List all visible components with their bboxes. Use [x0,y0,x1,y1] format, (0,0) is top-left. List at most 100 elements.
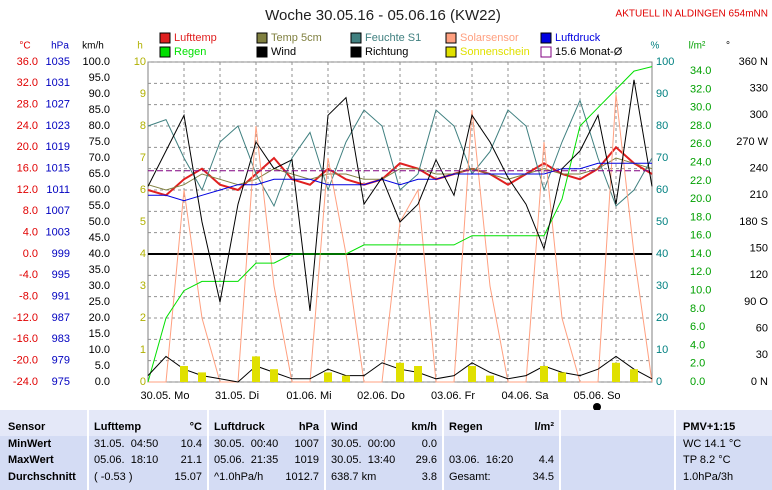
y-tick-label: 150 [750,243,768,255]
legend-label: Regen [174,46,206,58]
cell-value: 3.8 [422,471,437,483]
row-label: Sensor [8,421,46,433]
y-tick-label: 3 [140,280,146,292]
axis-unit: h [137,41,143,52]
y-tick-label: 0 [140,376,146,388]
axis-unit: % [651,41,660,52]
axis-unit: km/h [82,41,104,52]
legend-label: Feuchte S1 [365,32,421,44]
cell-value: 29.6 [416,454,437,466]
col-unit: °C [190,421,202,433]
y-tick-label: 50 [656,216,668,228]
y-tick-label: 20 [656,312,668,324]
y-tick-label: 4.0 [23,227,38,239]
y-tick-label: 20.0 [89,312,110,324]
y-tick-label: 65.0 [89,168,110,180]
y-tick-label: 4.0 [690,339,705,351]
y-tick-label: 35.0 [89,264,110,276]
col-unit: km/h [411,421,437,433]
cell-value: 0.0 [422,438,437,450]
y-tick-label: 30.0 [89,280,110,292]
sunshine-bar [252,356,260,382]
y-tick-label: 30.0 [690,102,711,114]
x-tick-label: 03.06. Fr [431,390,475,402]
cell-text: ^1.0hPa/h [214,471,263,483]
cell-value: 1007 [295,438,319,450]
y-tick-label: 0 [656,376,662,388]
y-tick-label: -16.0 [13,333,38,345]
y-tick-label: 1027 [46,99,70,111]
extra-line: WC 14.1 °C [683,438,741,450]
legend-label: Wind [271,46,296,58]
axis-unit: ° [726,41,730,52]
cell-text: 05.06. 21:35 [214,454,278,466]
y-tick-label: -12.0 [13,312,38,324]
y-tick-label: 1007 [46,205,70,217]
y-tick-label: 60 [756,323,768,335]
sunshine-bar [414,366,422,382]
x-tick-label: 02.06. Do [357,390,405,402]
sunshine-bar [486,375,494,382]
sunshine-bar [558,372,566,382]
y-tick-label: 1019 [46,141,70,153]
y-tick-label: 40 [656,248,668,260]
y-tick-label: -24.0 [13,376,38,388]
y-tick-label: 983 [52,333,70,345]
cell-value: 4.4 [539,454,554,466]
y-tick-label: 30 [656,280,668,292]
y-tick-label: 1015 [46,163,70,175]
y-tick-label: 4 [140,248,146,260]
legend-label: Solarsensor [460,32,519,44]
y-tick-label: 70.0 [89,152,110,164]
legend-label: Sonnenschein [460,46,530,58]
y-tick-label: 10.0 [89,344,110,356]
y-tick-label: 12.0 [17,184,38,196]
y-tick-label: 10.0 [690,284,711,296]
y-tick-label: 28.0 [690,120,711,132]
y-tick-label: 90 [656,88,668,100]
y-tick-label: 16.0 [690,230,711,242]
col-name: Regen [449,421,483,433]
y-tick-label: 0.0 [23,248,38,260]
y-tick-label: -4.0 [19,269,38,281]
cell-value: 34.5 [533,471,554,483]
y-tick-label: 24.0 [690,156,711,168]
y-tick-label: 25.0 [89,296,110,308]
cell-text: 03.06. 16:20 [449,454,513,466]
y-tick-label: -8.0 [19,291,38,303]
y-tick-label: 100 [656,56,674,68]
sunshine-bar [324,372,332,382]
legend-swatch [256,32,268,44]
y-tick-label: 90.0 [89,88,110,100]
x-tick-label: 31.05. Di [215,390,259,402]
y-tick-label: 100.0 [82,56,110,68]
sunshine-bar [540,366,548,382]
y-tick-label: 180 S [739,216,768,228]
legend-label: 15.6 Monat-Ø [555,46,623,58]
y-tick-label: 55.0 [89,200,110,212]
y-tick-label: 975 [52,376,70,388]
sunshine-bar [468,366,476,382]
axis-unit: °C [19,41,30,52]
y-tick-label: 85.0 [89,104,110,116]
y-tick-label: 1 [140,344,146,356]
y-tick-label: 991 [52,291,70,303]
legend-swatch [540,46,552,58]
y-tick-label: 20.0 [17,141,38,153]
y-tick-label: 16.0 [17,163,38,175]
table-header-bg [0,410,772,436]
y-tick-label: 999 [52,248,70,260]
y-tick-label: 60.0 [89,184,110,196]
y-tick-label: 7 [140,152,146,164]
y-tick-label: 32.0 [17,77,38,89]
col-unit: hPa [299,421,320,433]
legend-label: Temp 5cm [271,32,322,44]
y-tick-label: 18.0 [690,211,711,223]
row-label: MaxWert [8,454,54,466]
series-line [147,66,653,383]
cell-text: 638.7 km [331,471,376,483]
now-marker [593,403,601,411]
y-tick-label: 2.0 [690,358,705,370]
y-tick-label: 50.0 [89,216,110,228]
y-tick-label: 95.0 [89,72,110,84]
